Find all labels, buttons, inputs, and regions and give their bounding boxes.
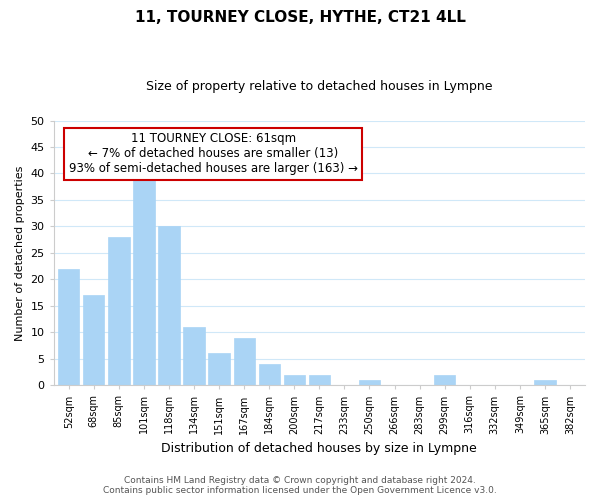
X-axis label: Distribution of detached houses by size in Lympne: Distribution of detached houses by size … [161,442,477,455]
Bar [158,226,179,386]
Bar [108,237,130,386]
Bar [284,374,305,386]
Text: 11 TOURNEY CLOSE: 61sqm
← 7% of detached houses are smaller (13)
93% of semi-det: 11 TOURNEY CLOSE: 61sqm ← 7% of detached… [68,132,358,176]
Title: Size of property relative to detached houses in Lympne: Size of property relative to detached ho… [146,80,493,93]
Bar [233,338,255,386]
Bar [359,380,380,386]
Bar [184,327,205,386]
Bar [58,269,79,386]
Text: Contains HM Land Registry data © Crown copyright and database right 2024.
Contai: Contains HM Land Registry data © Crown c… [103,476,497,495]
Y-axis label: Number of detached properties: Number of detached properties [15,165,25,340]
Bar [259,364,280,386]
Bar [309,374,330,386]
Bar [208,354,230,386]
Bar [133,174,155,386]
Bar [434,374,455,386]
Text: 11, TOURNEY CLOSE, HYTHE, CT21 4LL: 11, TOURNEY CLOSE, HYTHE, CT21 4LL [134,10,466,25]
Bar [83,296,104,386]
Bar [534,380,556,386]
